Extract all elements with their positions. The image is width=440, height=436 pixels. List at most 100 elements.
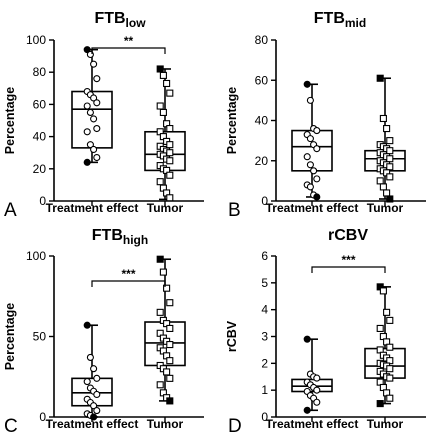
- data-point: [313, 145, 321, 153]
- data-point: [156, 65, 164, 73]
- y-tick-label: 40: [33, 130, 47, 144]
- data-point: [156, 308, 164, 316]
- significance-label: **: [124, 34, 134, 48]
- data-point: [90, 413, 98, 421]
- y-tick-label: 80: [33, 65, 47, 79]
- data-point: [166, 357, 174, 365]
- data-point: [386, 173, 394, 181]
- y-axis-label: Percentage: [3, 303, 17, 370]
- significance-bracket: [311, 266, 386, 273]
- y-tick-label: 0: [261, 410, 268, 424]
- y-axis-label: Percentage: [3, 87, 17, 154]
- x-tick-label: Treatment effect: [266, 201, 359, 215]
- data-point: [93, 99, 101, 107]
- chart-title: rCBV: [328, 227, 368, 244]
- x-tick-label: Tumor: [147, 417, 184, 431]
- data-point: [386, 147, 394, 155]
- significance-label: ***: [341, 253, 355, 267]
- data-point: [90, 94, 98, 102]
- y-tick-label: 1: [261, 383, 268, 397]
- data-point: [306, 183, 314, 191]
- data-point: [86, 353, 94, 361]
- y-tick-label: 40: [255, 114, 269, 128]
- data-point: [166, 299, 174, 307]
- data-point: [93, 75, 101, 83]
- significance-bracket: [91, 47, 166, 54]
- panel-letter: B: [228, 200, 241, 221]
- panel-b: 0 20 40 60 80 Treatment effect Tumor Percentage…: [225, 10, 426, 221]
- significance-bracket: [91, 280, 166, 287]
- data-point: [383, 125, 391, 133]
- data-point: [313, 175, 321, 183]
- data-point: [166, 89, 174, 97]
- chart-title: FTBlow: [94, 10, 146, 30]
- data-point: [166, 149, 174, 157]
- data-point: [156, 178, 164, 186]
- data-point: [90, 365, 98, 373]
- data-point: [313, 193, 321, 201]
- data-point: [83, 378, 91, 386]
- data-point: [379, 287, 387, 295]
- data-point: [159, 108, 167, 116]
- data-point: [156, 255, 164, 263]
- data-point: [383, 189, 391, 197]
- data-point: [163, 284, 171, 292]
- data-point: [166, 157, 174, 165]
- data-point: [386, 316, 394, 324]
- data-point: [386, 374, 394, 382]
- data-point: [90, 115, 98, 123]
- y-tick-label: 6: [261, 249, 268, 263]
- data-point: [166, 324, 174, 333]
- data-point: [306, 96, 314, 104]
- data-point: [166, 397, 174, 405]
- data-point: [163, 368, 171, 376]
- y-tick-label: 80: [255, 33, 269, 47]
- x-tick-label: Tumor: [367, 201, 404, 215]
- data-point: [313, 127, 321, 135]
- data-point: [379, 114, 387, 123]
- data-point: [93, 407, 101, 415]
- y-tick-label: 100: [26, 33, 46, 47]
- data-point: [83, 321, 91, 329]
- data-point: [156, 102, 164, 110]
- data-point: [313, 386, 321, 394]
- x-tick-label: Treatment effect: [46, 201, 139, 215]
- y-axis-label: rCBV: [225, 320, 239, 352]
- data-point: [306, 161, 314, 169]
- y-tick-label: 2: [261, 356, 268, 370]
- data-point: [166, 340, 174, 349]
- chart-title: FTBhigh: [92, 227, 148, 247]
- data-point: [313, 398, 321, 406]
- panel-d: 0 1 2 3 4 5 6 Treatment effect Tumor rCBV rCBV D ***: [225, 227, 426, 436]
- significance-label: ***: [121, 267, 135, 281]
- data-point: [90, 60, 98, 68]
- x-tick-label: Treatment effect: [46, 417, 139, 431]
- y-tick-label: 60: [255, 73, 269, 87]
- data-point: [379, 183, 387, 191]
- y-tick-label: 0: [261, 194, 268, 208]
- y-tick-label: 0: [39, 410, 46, 424]
- y-tick-label: 60: [33, 97, 47, 111]
- data-point: [166, 194, 174, 202]
- data-point: [93, 125, 101, 133]
- data-point: [159, 268, 167, 276]
- data-point: [86, 141, 94, 149]
- y-tick-label: 4: [261, 303, 268, 317]
- data-point: [303, 80, 311, 88]
- data-point: [386, 195, 394, 203]
- data-point: [376, 177, 384, 185]
- data-point: [166, 125, 174, 133]
- data-point: [313, 374, 321, 382]
- data-point: [90, 145, 98, 154]
- data-point: [303, 406, 311, 414]
- data-point: [303, 335, 311, 343]
- data-point: [386, 163, 394, 171]
- x-tick-label: Treatment effect: [266, 417, 359, 431]
- data-point: [156, 381, 164, 389]
- y-tick-label: 3: [261, 330, 268, 344]
- data-point: [386, 343, 394, 351]
- data-point: [386, 394, 394, 402]
- panel-letter: A: [4, 200, 17, 221]
- data-point: [86, 108, 94, 116]
